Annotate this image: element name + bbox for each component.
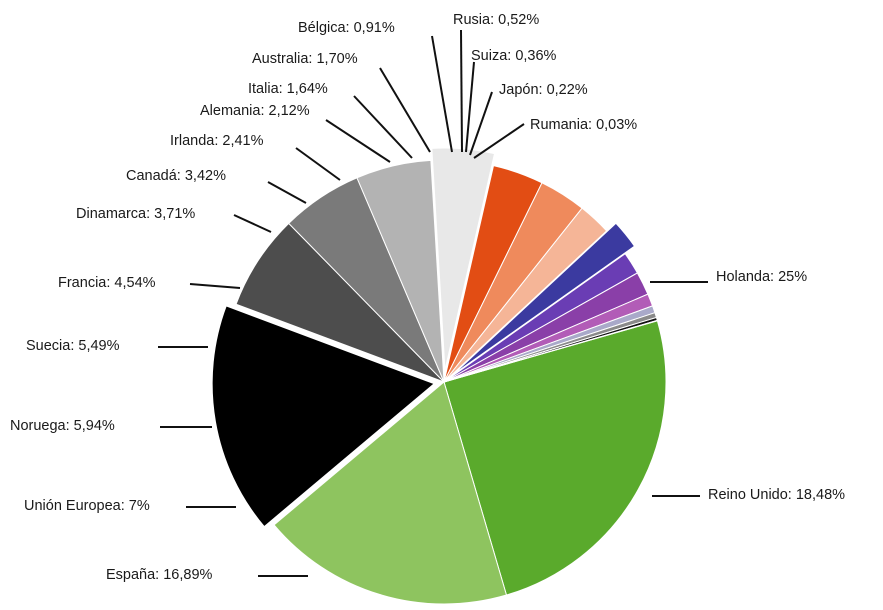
leader-line xyxy=(473,123,525,159)
slice-label: Francia: 4,54% xyxy=(58,275,156,291)
slice-labels: Holanda: 25% Reino Unido: 18,48% España: 1… xyxy=(10,12,845,583)
slice-label: Irlanda: 2,41% xyxy=(170,133,264,149)
leader-line xyxy=(353,95,413,159)
slice-label: Noruega: 5,94% xyxy=(10,418,115,434)
leader-line xyxy=(431,35,453,153)
slice-label: Suecia: 5,49% xyxy=(26,338,120,354)
slice-label: Canadá: 3,42% xyxy=(126,168,226,184)
pie-slices xyxy=(211,147,667,605)
pie-slice-holanda xyxy=(443,320,667,596)
leader-line xyxy=(469,91,493,156)
slice-label: Australia: 1,70% xyxy=(252,51,358,67)
leader-line xyxy=(189,283,241,289)
pie-slice-españa xyxy=(211,305,436,528)
slice-label: Rumania: 0,03% xyxy=(530,117,637,133)
slice-label: España: 16,89% xyxy=(106,567,213,583)
leader-line xyxy=(295,147,341,181)
leader-line xyxy=(325,119,391,163)
slice-label: Rusia: 0,52% xyxy=(453,12,539,28)
leader-lines xyxy=(158,29,708,577)
pie-slice-irlanda xyxy=(443,207,608,383)
slice-label: Italia: 1,64% xyxy=(248,81,328,97)
slice-label: Bélgica: 0,91% xyxy=(298,20,395,36)
leader-line xyxy=(267,181,307,204)
slice-label: Unión Europea: 7% xyxy=(24,498,150,514)
slice-label: Alemania: 2,12% xyxy=(200,103,310,119)
pie-slice-suecia xyxy=(356,159,445,383)
leader-line xyxy=(460,29,463,153)
pie-slice-alemania xyxy=(452,222,636,375)
slice-label: Suiza: 0,36% xyxy=(471,48,557,64)
slice-label: Japón: 0,22% xyxy=(499,82,588,98)
leader-line xyxy=(465,61,475,153)
slice-label: Dinamarca: 3,71% xyxy=(76,206,195,222)
leader-line xyxy=(379,67,431,153)
pie-slice-francia xyxy=(431,147,496,371)
leader-line xyxy=(233,214,272,233)
slice-label: Reino Unido: 18,48% xyxy=(708,487,845,503)
pie-slice-rumania xyxy=(443,319,659,383)
slice-label: Holanda: 25% xyxy=(716,269,807,285)
pie-slice-reino-unido xyxy=(273,381,508,605)
